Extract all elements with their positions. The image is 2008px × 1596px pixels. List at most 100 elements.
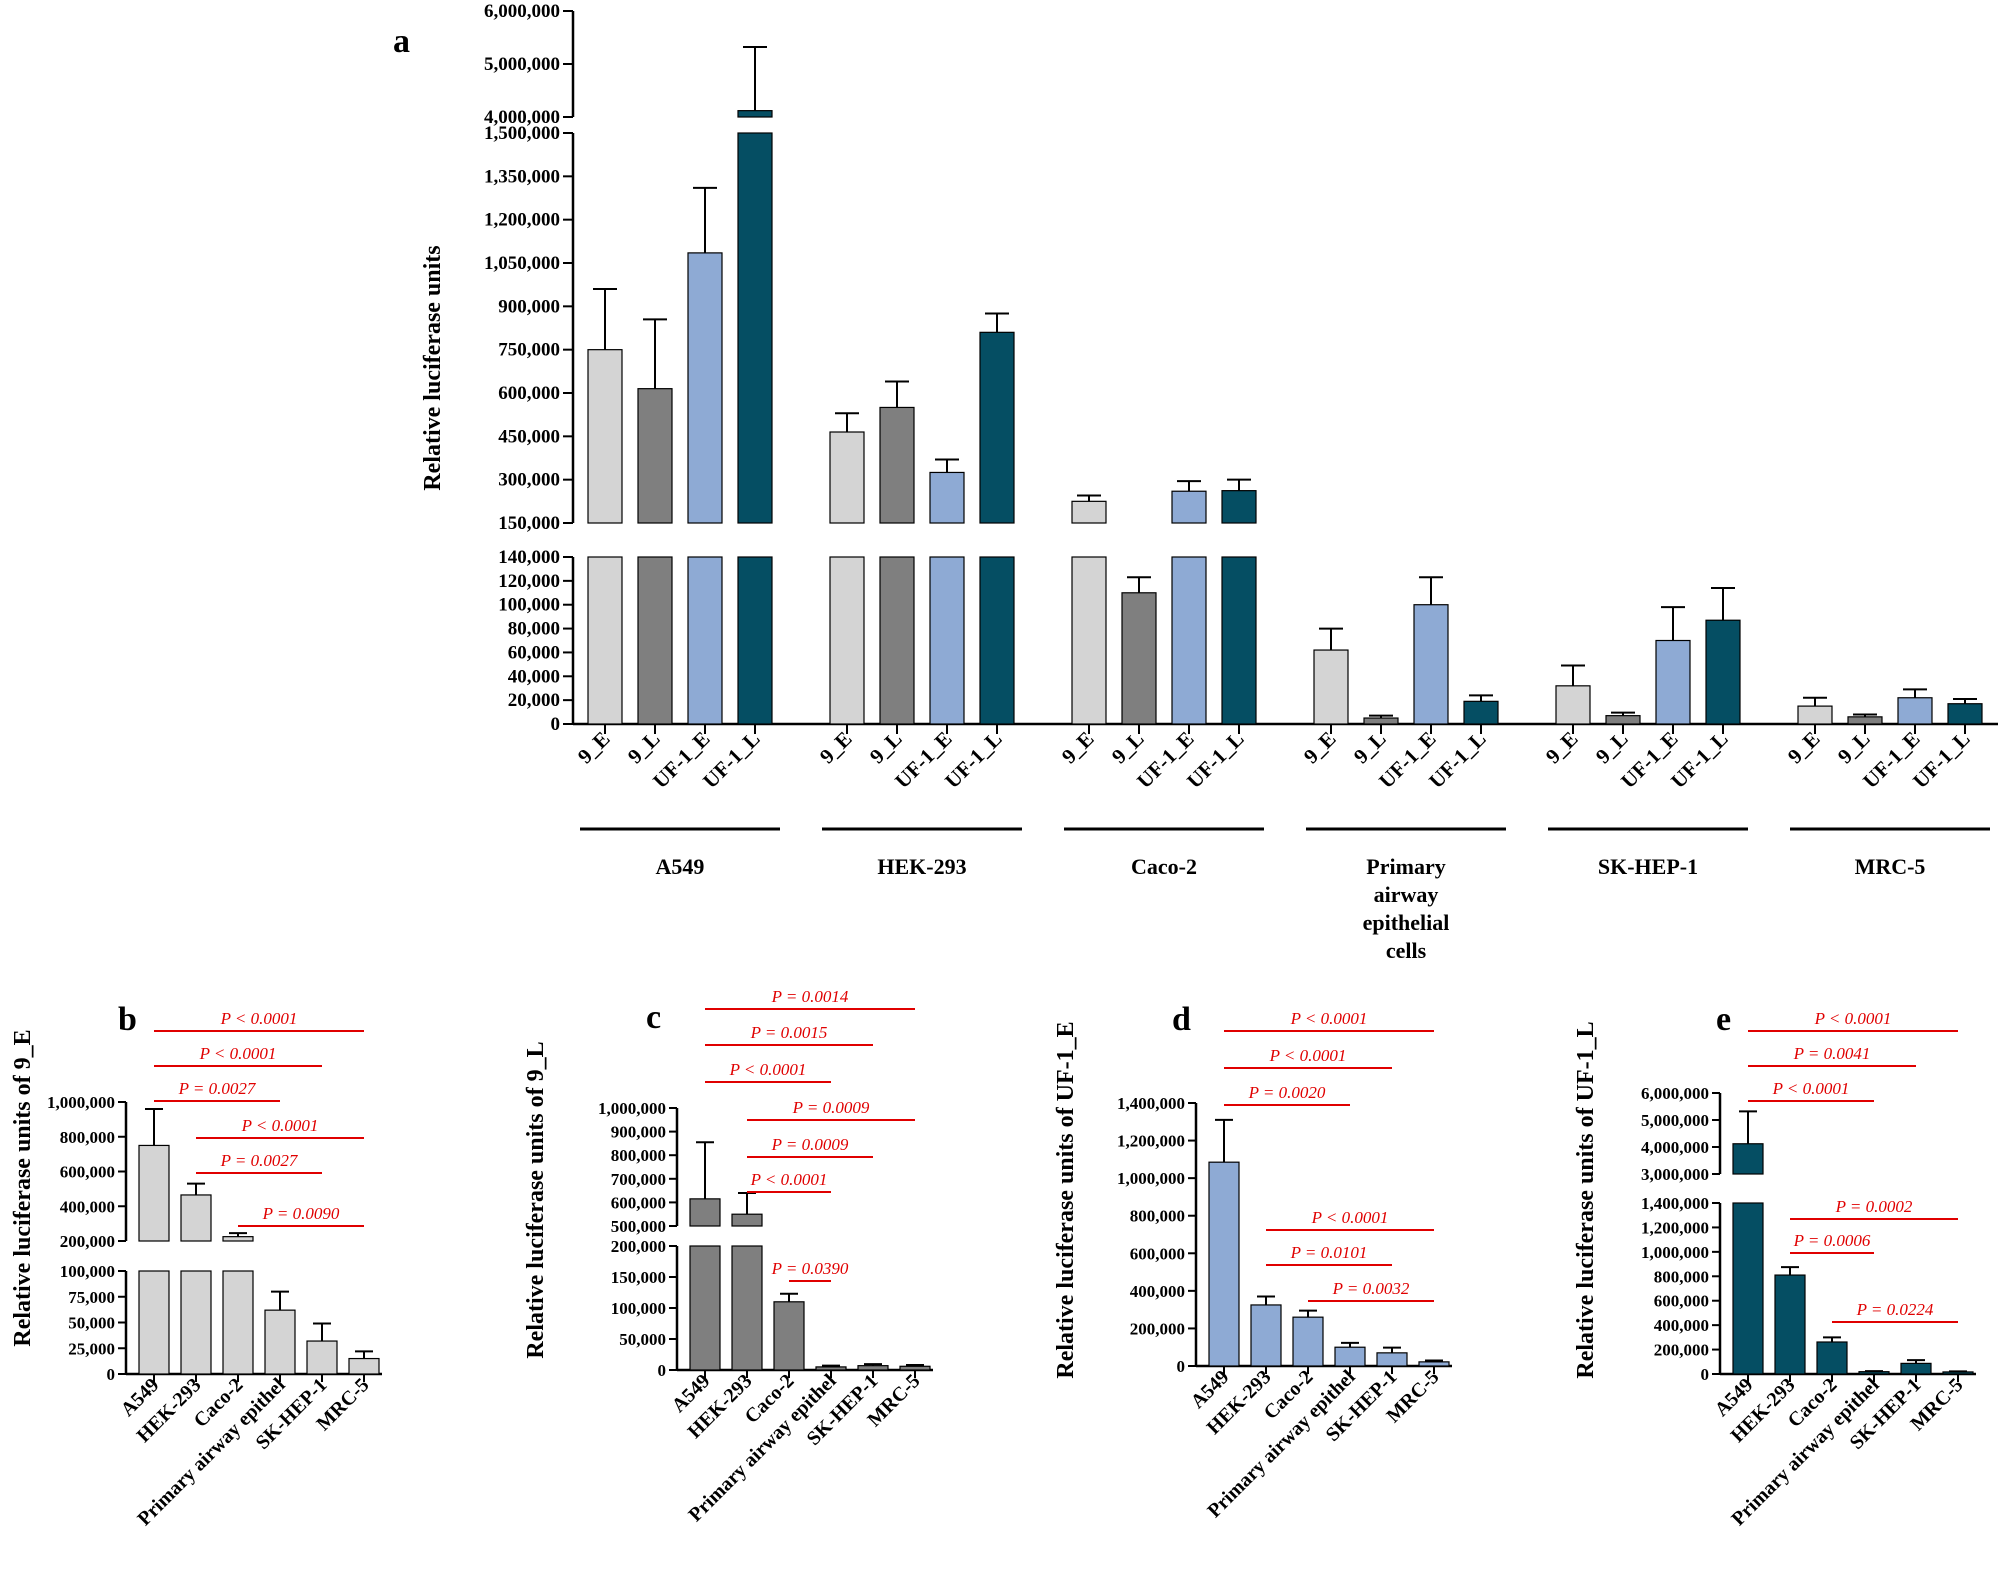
bar	[857, 1365, 889, 1371]
bar	[1897, 697, 1933, 725]
bar	[1947, 703, 1983, 725]
p-value-label: P = 0.0224	[1856, 1300, 1934, 1319]
y-tick-label: 0	[1701, 1365, 1710, 1384]
p-value-label: P = 0.0014	[771, 987, 849, 1006]
p-value-label: P = 0.0090	[262, 1204, 340, 1223]
p-value-label: P < 0.0001	[1290, 1009, 1368, 1028]
group-label: epithelial	[1363, 910, 1450, 935]
bar	[1605, 715, 1641, 725]
bar	[264, 1309, 296, 1375]
bar	[1171, 490, 1207, 524]
x-tick-label: 9_E	[573, 727, 615, 769]
x-tick-label: 9_L	[865, 727, 907, 769]
bar	[899, 1365, 931, 1371]
y-tick-label: 800,000	[611, 1146, 666, 1165]
y-tick-label: 700,000	[611, 1170, 666, 1189]
y-axis-title: Relative luciferase units of UF-1_L	[1573, 1021, 1599, 1378]
bar	[1221, 490, 1257, 524]
p-value-label: P = 0.0020	[1248, 1083, 1326, 1102]
y-tick-label: 4,000,000	[484, 107, 560, 128]
y-tick-label: 200,000	[1654, 1341, 1709, 1360]
bar	[929, 556, 965, 725]
bar	[1250, 1304, 1282, 1367]
bar	[1208, 1161, 1240, 1367]
p-value-label: P < 0.0001	[1772, 1079, 1850, 1098]
p-value-label: P = 0.0009	[771, 1135, 849, 1154]
y-tick-label: 200,000	[611, 1237, 666, 1256]
bar	[1171, 556, 1207, 725]
y-tick-label: 4,000,000	[1641, 1138, 1709, 1157]
y-tick-label: 1,350,000	[484, 166, 560, 187]
p-value-label: P = 0.0015	[750, 1023, 828, 1042]
panel-label: e	[1716, 1001, 1731, 1038]
y-tick-label: 600,000	[498, 383, 560, 404]
y-axis-title: Relative luciferase units of UF-1_E	[1053, 1021, 1079, 1378]
group-label: MRC-5	[1855, 854, 1926, 879]
bar	[1774, 1274, 1806, 1375]
y-tick-label: 1,200,000	[484, 210, 560, 231]
y-tick-label: 1,400,000	[1117, 1094, 1185, 1113]
bar	[306, 1340, 338, 1375]
y-tick-label: 500,000	[611, 1217, 666, 1236]
y-tick-label: 1,000,000	[598, 1099, 666, 1118]
bar	[687, 556, 723, 725]
y-tick-label: 1,400,000	[1641, 1194, 1709, 1213]
bar	[1816, 1341, 1848, 1375]
bar	[138, 1270, 170, 1375]
bar	[815, 1366, 847, 1371]
y-tick-label: 300,000	[498, 470, 560, 491]
y-tick-label: 100,000	[60, 1262, 115, 1281]
bar	[773, 1301, 805, 1371]
bar	[222, 1236, 254, 1242]
y-tick-label: 20,000	[508, 690, 560, 711]
bar	[1071, 500, 1107, 524]
bar	[1221, 556, 1257, 725]
x-tick-label: 9_L	[1591, 727, 1633, 769]
bar	[1292, 1316, 1324, 1367]
x-tick-label: 9_L	[1833, 727, 1875, 769]
y-tick-label: 0	[658, 1361, 667, 1380]
x-tick-label: UF-1_L	[1908, 727, 1974, 793]
y-tick-label: 50,000	[68, 1314, 115, 1333]
y-tick-label: 1,000,000	[1117, 1169, 1185, 1188]
bar	[1463, 700, 1499, 725]
y-tick-label: 1,050,000	[484, 253, 560, 274]
group-label: HEK-293	[877, 854, 966, 879]
bar	[1071, 556, 1107, 725]
y-tick-label: 0	[551, 714, 561, 735]
bar	[1313, 649, 1349, 725]
bar	[1418, 1361, 1450, 1367]
bar	[1797, 705, 1833, 725]
y-tick-label: 40,000	[508, 666, 560, 687]
bar	[1847, 716, 1883, 725]
group-label: A549	[656, 854, 705, 879]
y-tick-label: 1,200,000	[1641, 1218, 1709, 1237]
bar	[1334, 1346, 1366, 1367]
y-tick-label: 80,000	[508, 619, 560, 640]
group-label: airway	[1374, 882, 1439, 907]
bar	[1705, 619, 1741, 725]
x-tick-label: UF-1_L	[1666, 727, 1732, 793]
y-tick-label: 600,000	[1130, 1244, 1185, 1263]
bar	[138, 1144, 170, 1242]
p-value-label: P = 0.0027	[220, 1151, 299, 1170]
x-tick-label: UF-1_L	[1182, 727, 1248, 793]
bar	[1413, 604, 1449, 725]
y-tick-label: 400,000	[1654, 1316, 1709, 1335]
y-tick-label: 0	[107, 1365, 116, 1384]
y-axis-title: Relative luciferase units	[420, 245, 446, 490]
y-tick-label: 900,000	[611, 1123, 666, 1142]
y-tick-label: 200,000	[60, 1232, 115, 1251]
p-value-label: P = 0.0009	[792, 1098, 870, 1117]
x-tick-label: 9_L	[1349, 727, 1391, 769]
bar	[1732, 1202, 1764, 1375]
bar	[637, 388, 673, 524]
bar	[637, 556, 673, 725]
y-axis-title: Relative luciferase units of 9_E	[10, 1029, 36, 1346]
y-tick-label: 100,000	[498, 595, 560, 616]
bar	[879, 406, 915, 524]
y-tick-label: 800,000	[60, 1128, 115, 1147]
y-tick-label: 1,200,000	[1117, 1132, 1185, 1151]
